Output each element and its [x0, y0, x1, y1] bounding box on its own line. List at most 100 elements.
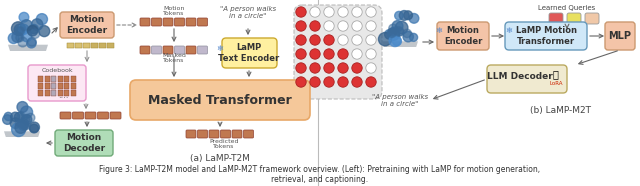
- FancyBboxPatch shape: [163, 18, 173, 26]
- Circle shape: [394, 27, 404, 36]
- Circle shape: [296, 21, 306, 31]
- FancyBboxPatch shape: [198, 46, 207, 54]
- FancyBboxPatch shape: [549, 13, 563, 24]
- Circle shape: [387, 28, 399, 40]
- Circle shape: [310, 35, 320, 45]
- FancyBboxPatch shape: [140, 18, 150, 26]
- FancyBboxPatch shape: [60, 112, 71, 119]
- Circle shape: [36, 14, 47, 25]
- FancyBboxPatch shape: [130, 80, 310, 120]
- Circle shape: [19, 119, 28, 128]
- Circle shape: [366, 21, 376, 31]
- Bar: [45, 90, 50, 95]
- Circle shape: [338, 77, 348, 87]
- Circle shape: [20, 106, 33, 118]
- FancyBboxPatch shape: [605, 22, 635, 50]
- FancyBboxPatch shape: [186, 18, 196, 26]
- Circle shape: [324, 35, 334, 45]
- Circle shape: [338, 21, 348, 31]
- Polygon shape: [8, 45, 48, 51]
- Circle shape: [8, 33, 19, 44]
- Circle shape: [14, 112, 24, 122]
- Circle shape: [385, 30, 394, 39]
- Bar: [51, 83, 56, 89]
- FancyBboxPatch shape: [110, 112, 121, 119]
- Text: Learned Queries: Learned Queries: [538, 5, 596, 11]
- FancyBboxPatch shape: [75, 43, 82, 48]
- Text: LoRA: LoRA: [549, 81, 563, 86]
- Text: retrieval, and captioning.: retrieval, and captioning.: [271, 174, 369, 184]
- Circle shape: [17, 27, 24, 35]
- Text: ....: ....: [58, 91, 68, 100]
- Circle shape: [352, 21, 362, 31]
- Circle shape: [310, 21, 320, 31]
- FancyBboxPatch shape: [72, 112, 83, 119]
- FancyBboxPatch shape: [175, 46, 184, 54]
- Bar: [51, 76, 56, 81]
- FancyBboxPatch shape: [60, 12, 114, 38]
- Circle shape: [310, 63, 320, 73]
- Text: ❄: ❄: [506, 25, 513, 34]
- Circle shape: [10, 118, 20, 129]
- Circle shape: [338, 63, 348, 73]
- Text: Figure 3: LaMP-T2M model and LaMP-M2T framework overview. (Left): Pretraining wi: Figure 3: LaMP-T2M model and LaMP-M2T fr…: [99, 166, 541, 174]
- Circle shape: [396, 28, 404, 36]
- Circle shape: [20, 20, 33, 32]
- Circle shape: [388, 24, 397, 33]
- Bar: [38, 83, 44, 89]
- FancyBboxPatch shape: [294, 5, 382, 99]
- Text: LaMP Motion
Transformer: LaMP Motion Transformer: [515, 26, 577, 46]
- Bar: [45, 83, 50, 89]
- FancyBboxPatch shape: [107, 43, 114, 48]
- Circle shape: [352, 35, 362, 45]
- FancyBboxPatch shape: [186, 46, 196, 54]
- FancyBboxPatch shape: [198, 18, 207, 26]
- Text: Motion
Tokens: Motion Tokens: [163, 6, 185, 16]
- Text: LaMP
Text Encoder: LaMP Text Encoder: [218, 43, 280, 63]
- FancyBboxPatch shape: [222, 38, 277, 68]
- Circle shape: [324, 77, 334, 87]
- Circle shape: [28, 38, 36, 46]
- FancyBboxPatch shape: [140, 46, 150, 54]
- Circle shape: [310, 7, 320, 17]
- Circle shape: [20, 121, 29, 129]
- Circle shape: [4, 112, 12, 121]
- FancyBboxPatch shape: [487, 65, 567, 93]
- Circle shape: [324, 49, 334, 59]
- Circle shape: [310, 49, 320, 59]
- FancyBboxPatch shape: [232, 130, 242, 138]
- FancyBboxPatch shape: [505, 22, 587, 50]
- Circle shape: [14, 24, 26, 36]
- Text: (b) LaMP-M2T: (b) LaMP-M2T: [529, 105, 591, 115]
- Circle shape: [387, 28, 396, 38]
- Text: Codebook: Codebook: [41, 68, 73, 73]
- Bar: [71, 83, 76, 89]
- Circle shape: [296, 35, 306, 45]
- Circle shape: [338, 49, 348, 59]
- Circle shape: [404, 11, 413, 20]
- Text: Predicted
Tokens: Predicted Tokens: [209, 139, 239, 149]
- Bar: [38, 90, 44, 95]
- Text: ❄: ❄: [216, 44, 223, 52]
- Bar: [38, 76, 44, 81]
- Circle shape: [410, 33, 418, 41]
- Circle shape: [11, 112, 20, 121]
- FancyBboxPatch shape: [209, 130, 219, 138]
- Circle shape: [27, 39, 36, 48]
- FancyBboxPatch shape: [85, 112, 96, 119]
- Circle shape: [29, 122, 40, 132]
- Circle shape: [17, 102, 28, 113]
- FancyBboxPatch shape: [243, 130, 253, 138]
- Text: "A person walks
in a circle": "A person walks in a circle": [372, 94, 428, 107]
- Text: LLM Decoder: LLM Decoder: [487, 71, 553, 81]
- Circle shape: [15, 119, 23, 126]
- Bar: [45, 76, 50, 81]
- Circle shape: [296, 77, 306, 87]
- Text: Motion
Encoder: Motion Encoder: [444, 26, 482, 46]
- Circle shape: [21, 31, 32, 42]
- Circle shape: [366, 35, 376, 45]
- Circle shape: [296, 49, 306, 59]
- Circle shape: [12, 22, 25, 35]
- Circle shape: [352, 49, 362, 59]
- Circle shape: [21, 121, 30, 130]
